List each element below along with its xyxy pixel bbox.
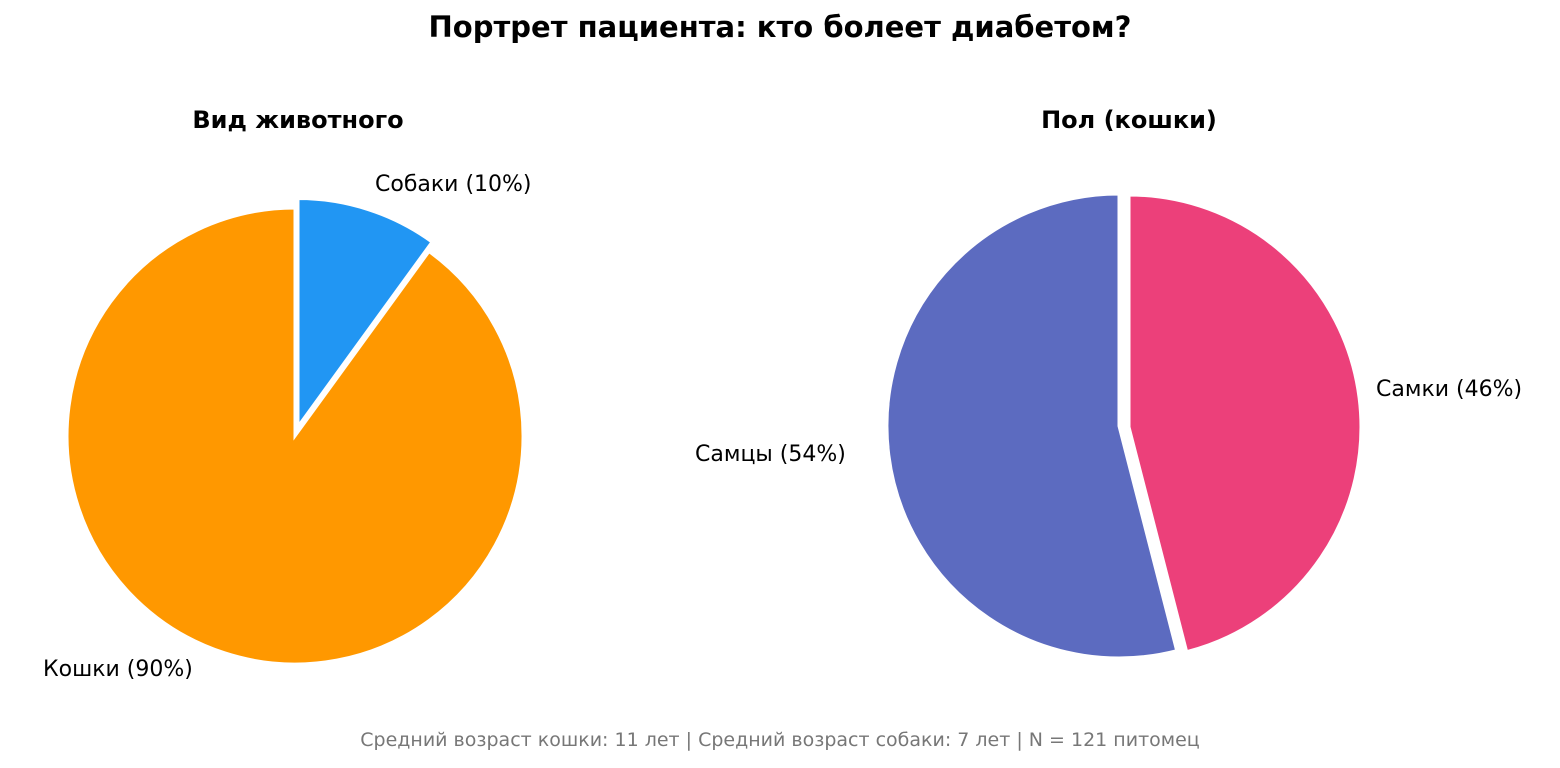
slice-dogs	[296, 196, 435, 432]
slice-cats	[65, 206, 525, 666]
left-pie	[65, 196, 525, 666]
right-pie	[885, 192, 1363, 660]
chart-title: Портрет пациента: кто болеет диабетом?	[428, 10, 1132, 44]
label-females: Самки (46%)	[1376, 377, 1523, 402]
label-males: Самцы (54%)	[695, 442, 846, 467]
slice-females	[1127, 193, 1363, 654]
footer-note: Средний возраст кошки: 11 лет | Средний …	[360, 729, 1200, 751]
right-pie-title: Пол (кошки)	[1041, 106, 1217, 134]
left-pie-title: Вид животного	[192, 106, 404, 134]
label-cats: Кошки (90%)	[43, 657, 193, 682]
label-dogs: Собаки (10%)	[375, 172, 532, 197]
slice-males	[885, 192, 1179, 660]
